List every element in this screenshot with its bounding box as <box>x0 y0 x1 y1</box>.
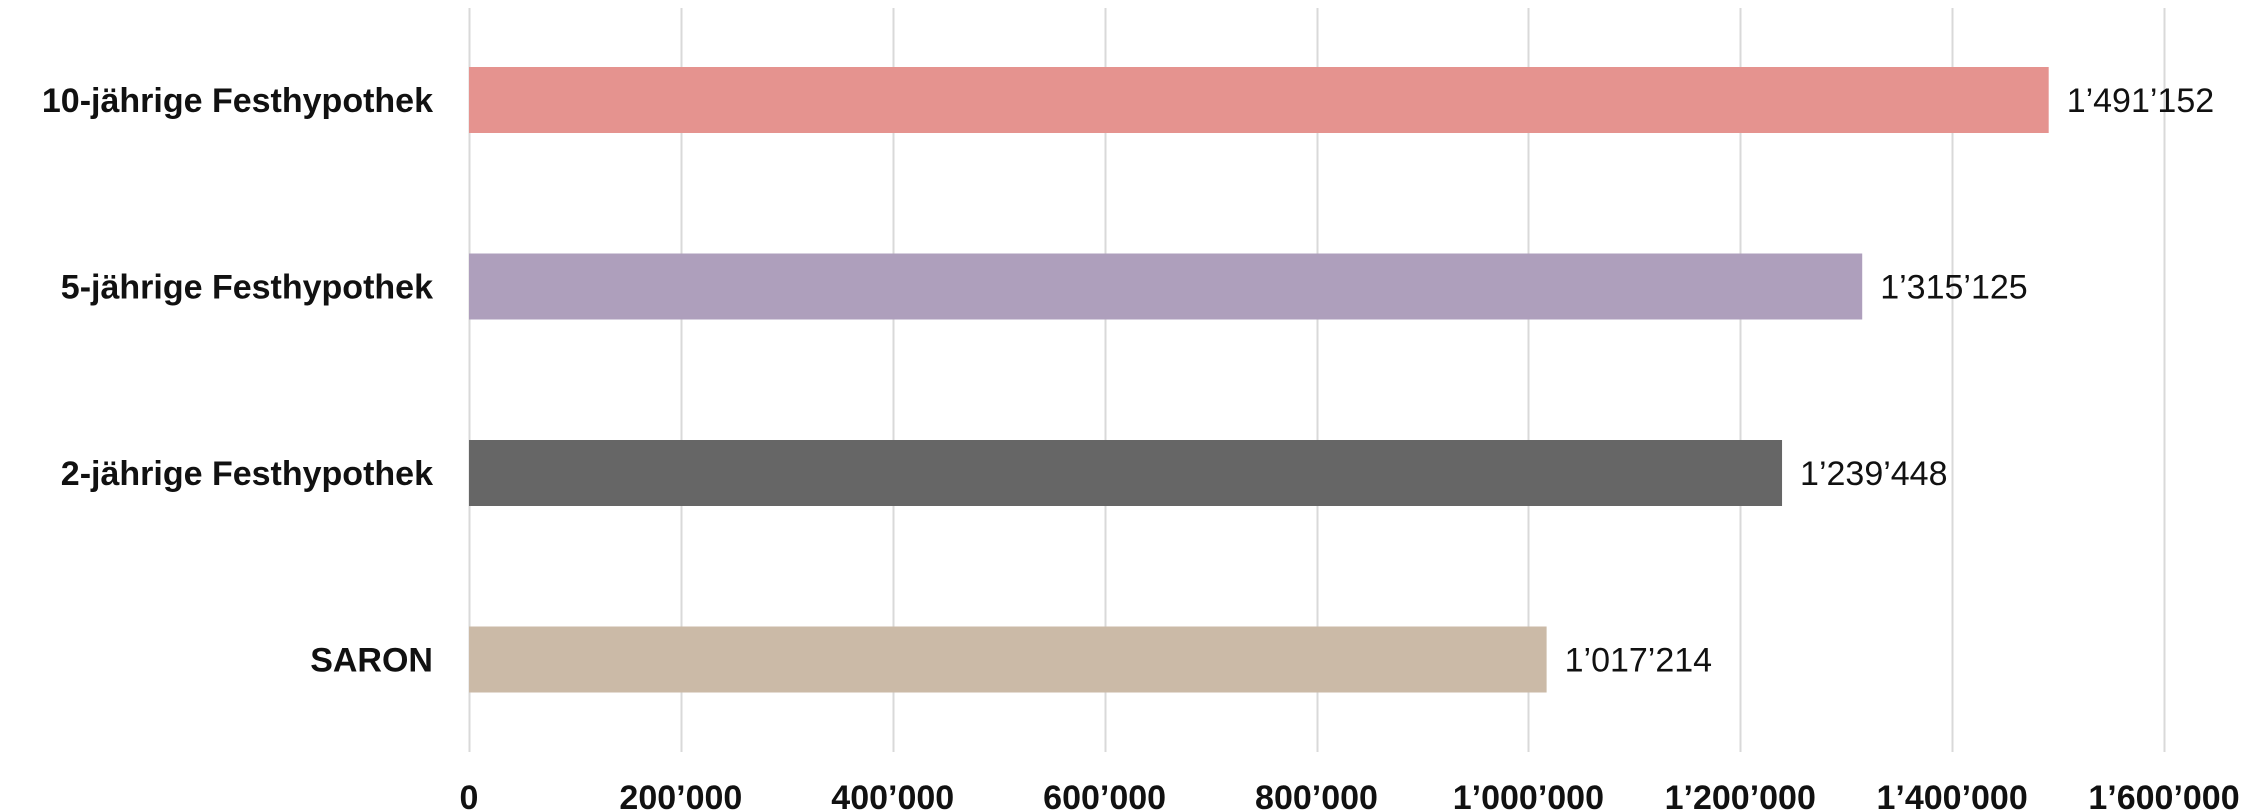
category-label-1: 5-jährige Festhypothek <box>61 269 433 307</box>
category-labels: 10-jährige Festhypothek 5-jährige Festhyp… <box>42 82 433 680</box>
bar-0 <box>469 67 2049 133</box>
value-label-1: 1’315’125 <box>1880 269 2027 307</box>
x-tick-label-3: 600’000 <box>1043 779 1166 811</box>
x-tick-label-4: 800’000 <box>1255 779 1378 811</box>
x-tick-label-0: 0 <box>460 779 479 811</box>
category-label-2: 2-jährige Festhypothek <box>61 455 433 493</box>
category-label-0: 10-jährige Festhypothek <box>42 82 433 120</box>
x-tick-label-6: 1’200’000 <box>1665 779 1816 811</box>
value-labels: 1’491’152 1’315’125 1’239’448 1’017’214 <box>1565 82 2215 680</box>
x-tick-label-8: 1’600’000 <box>2088 779 2239 811</box>
bar-2 <box>469 440 1783 506</box>
x-axis-tick-labels: 0 200’000 400’000 600’000 800’000 1’000’000 1’… <box>460 779 2240 811</box>
x-tick-label-7: 1’400’000 <box>1876 779 2027 811</box>
bars <box>469 67 2049 693</box>
value-label-0: 1’491’152 <box>2067 82 2214 120</box>
value-label-2: 1’239’448 <box>1800 455 1947 493</box>
x-tick-label-2: 400’000 <box>831 779 954 811</box>
x-tick-label-1: 200’000 <box>619 779 742 811</box>
category-label-3: SARON <box>310 642 433 680</box>
bar-3 <box>469 626 1547 693</box>
bar-1 <box>469 253 1863 320</box>
x-tick-label-5: 1’000’000 <box>1453 779 1604 811</box>
value-label-3: 1’017’214 <box>1565 642 1712 680</box>
